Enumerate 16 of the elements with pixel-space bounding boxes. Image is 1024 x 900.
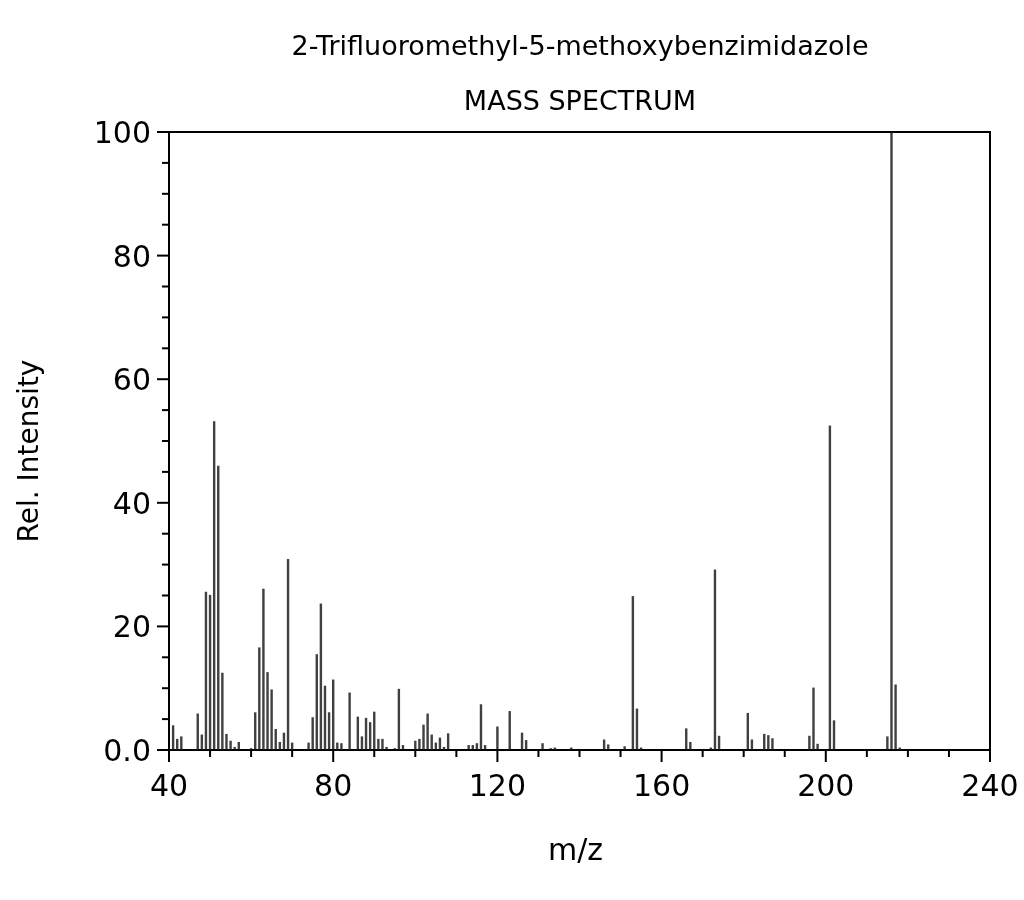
x-axis-title: m/z: [547, 832, 604, 867]
y-tick-label: 60: [112, 362, 151, 398]
chart-title: 2-Trifluoromethyl-5-methoxybenzimidazole: [291, 30, 869, 61]
x-tick-label: 160: [632, 768, 691, 803]
y-tick-label: 100: [93, 115, 151, 150]
y-tick-label: 0.0: [103, 733, 151, 768]
y-tick-label: 40: [112, 485, 151, 521]
x-tick-label: 120: [468, 768, 527, 803]
x-tick-label: 80: [314, 768, 353, 803]
y-tick-label: 20: [112, 609, 151, 645]
x-tick-label: 240: [961, 768, 1019, 803]
y-axis-title: Rel. Intensity: [12, 359, 45, 543]
x-tick-label: 40: [149, 768, 189, 803]
x-tick-label: 200: [797, 768, 855, 803]
y-tick-label: 80: [112, 238, 151, 274]
chart-subtitle: MASS SPECTRUM: [463, 85, 697, 116]
